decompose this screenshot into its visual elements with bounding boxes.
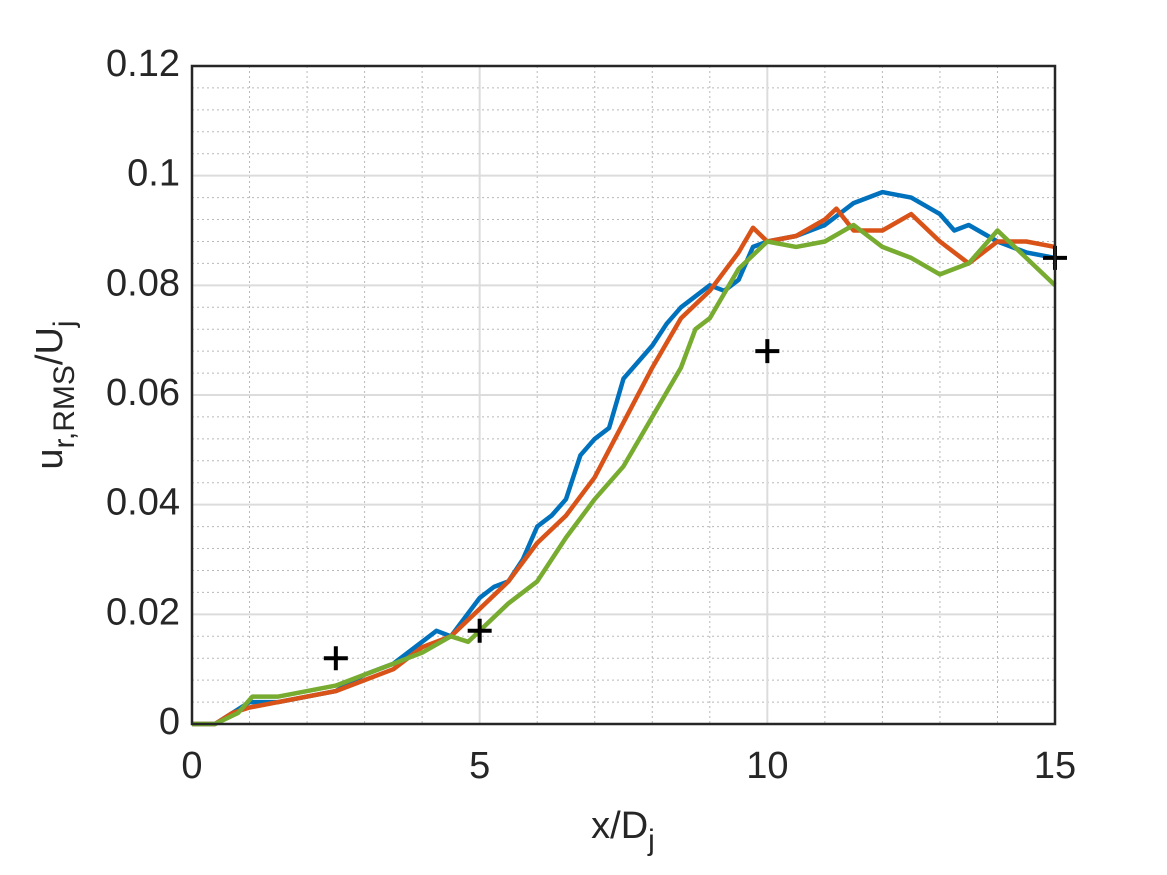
y-tick-label: 0 [159, 701, 180, 743]
data-line [192, 206, 1056, 727]
plot-area [192, 189, 1067, 727]
y-tick-label: 0.06 [106, 372, 180, 414]
y-label-subscript: j [48, 320, 81, 328]
y-label-text: u [29, 448, 71, 469]
y-tick-label: 0.08 [106, 262, 180, 304]
y-label-text: /U [29, 327, 71, 365]
x-label-subscript: j [647, 824, 655, 857]
axes-box [190, 64, 1057, 726]
marker [467, 618, 492, 643]
y-axis-label: ur,RMS/Uj [29, 320, 81, 469]
y-label-subscript: r,RMS [48, 365, 81, 448]
y-tick-label: 0.02 [106, 591, 180, 633]
x-axis-label: x/Dj [591, 805, 655, 857]
marker [755, 339, 780, 364]
y-tick-label: 0.1 [127, 153, 180, 195]
x-tick-label: 10 [746, 745, 788, 787]
x-label-text: x/D [591, 805, 648, 847]
y-tick-label: 0.04 [106, 482, 180, 524]
x-tick-label: 0 [181, 745, 202, 787]
x-tick-label: 15 [1034, 745, 1076, 787]
x-tick-label: 5 [469, 745, 490, 787]
data-line [192, 222, 1057, 727]
y-tick-label: 0.12 [106, 43, 180, 85]
marker [323, 646, 348, 671]
